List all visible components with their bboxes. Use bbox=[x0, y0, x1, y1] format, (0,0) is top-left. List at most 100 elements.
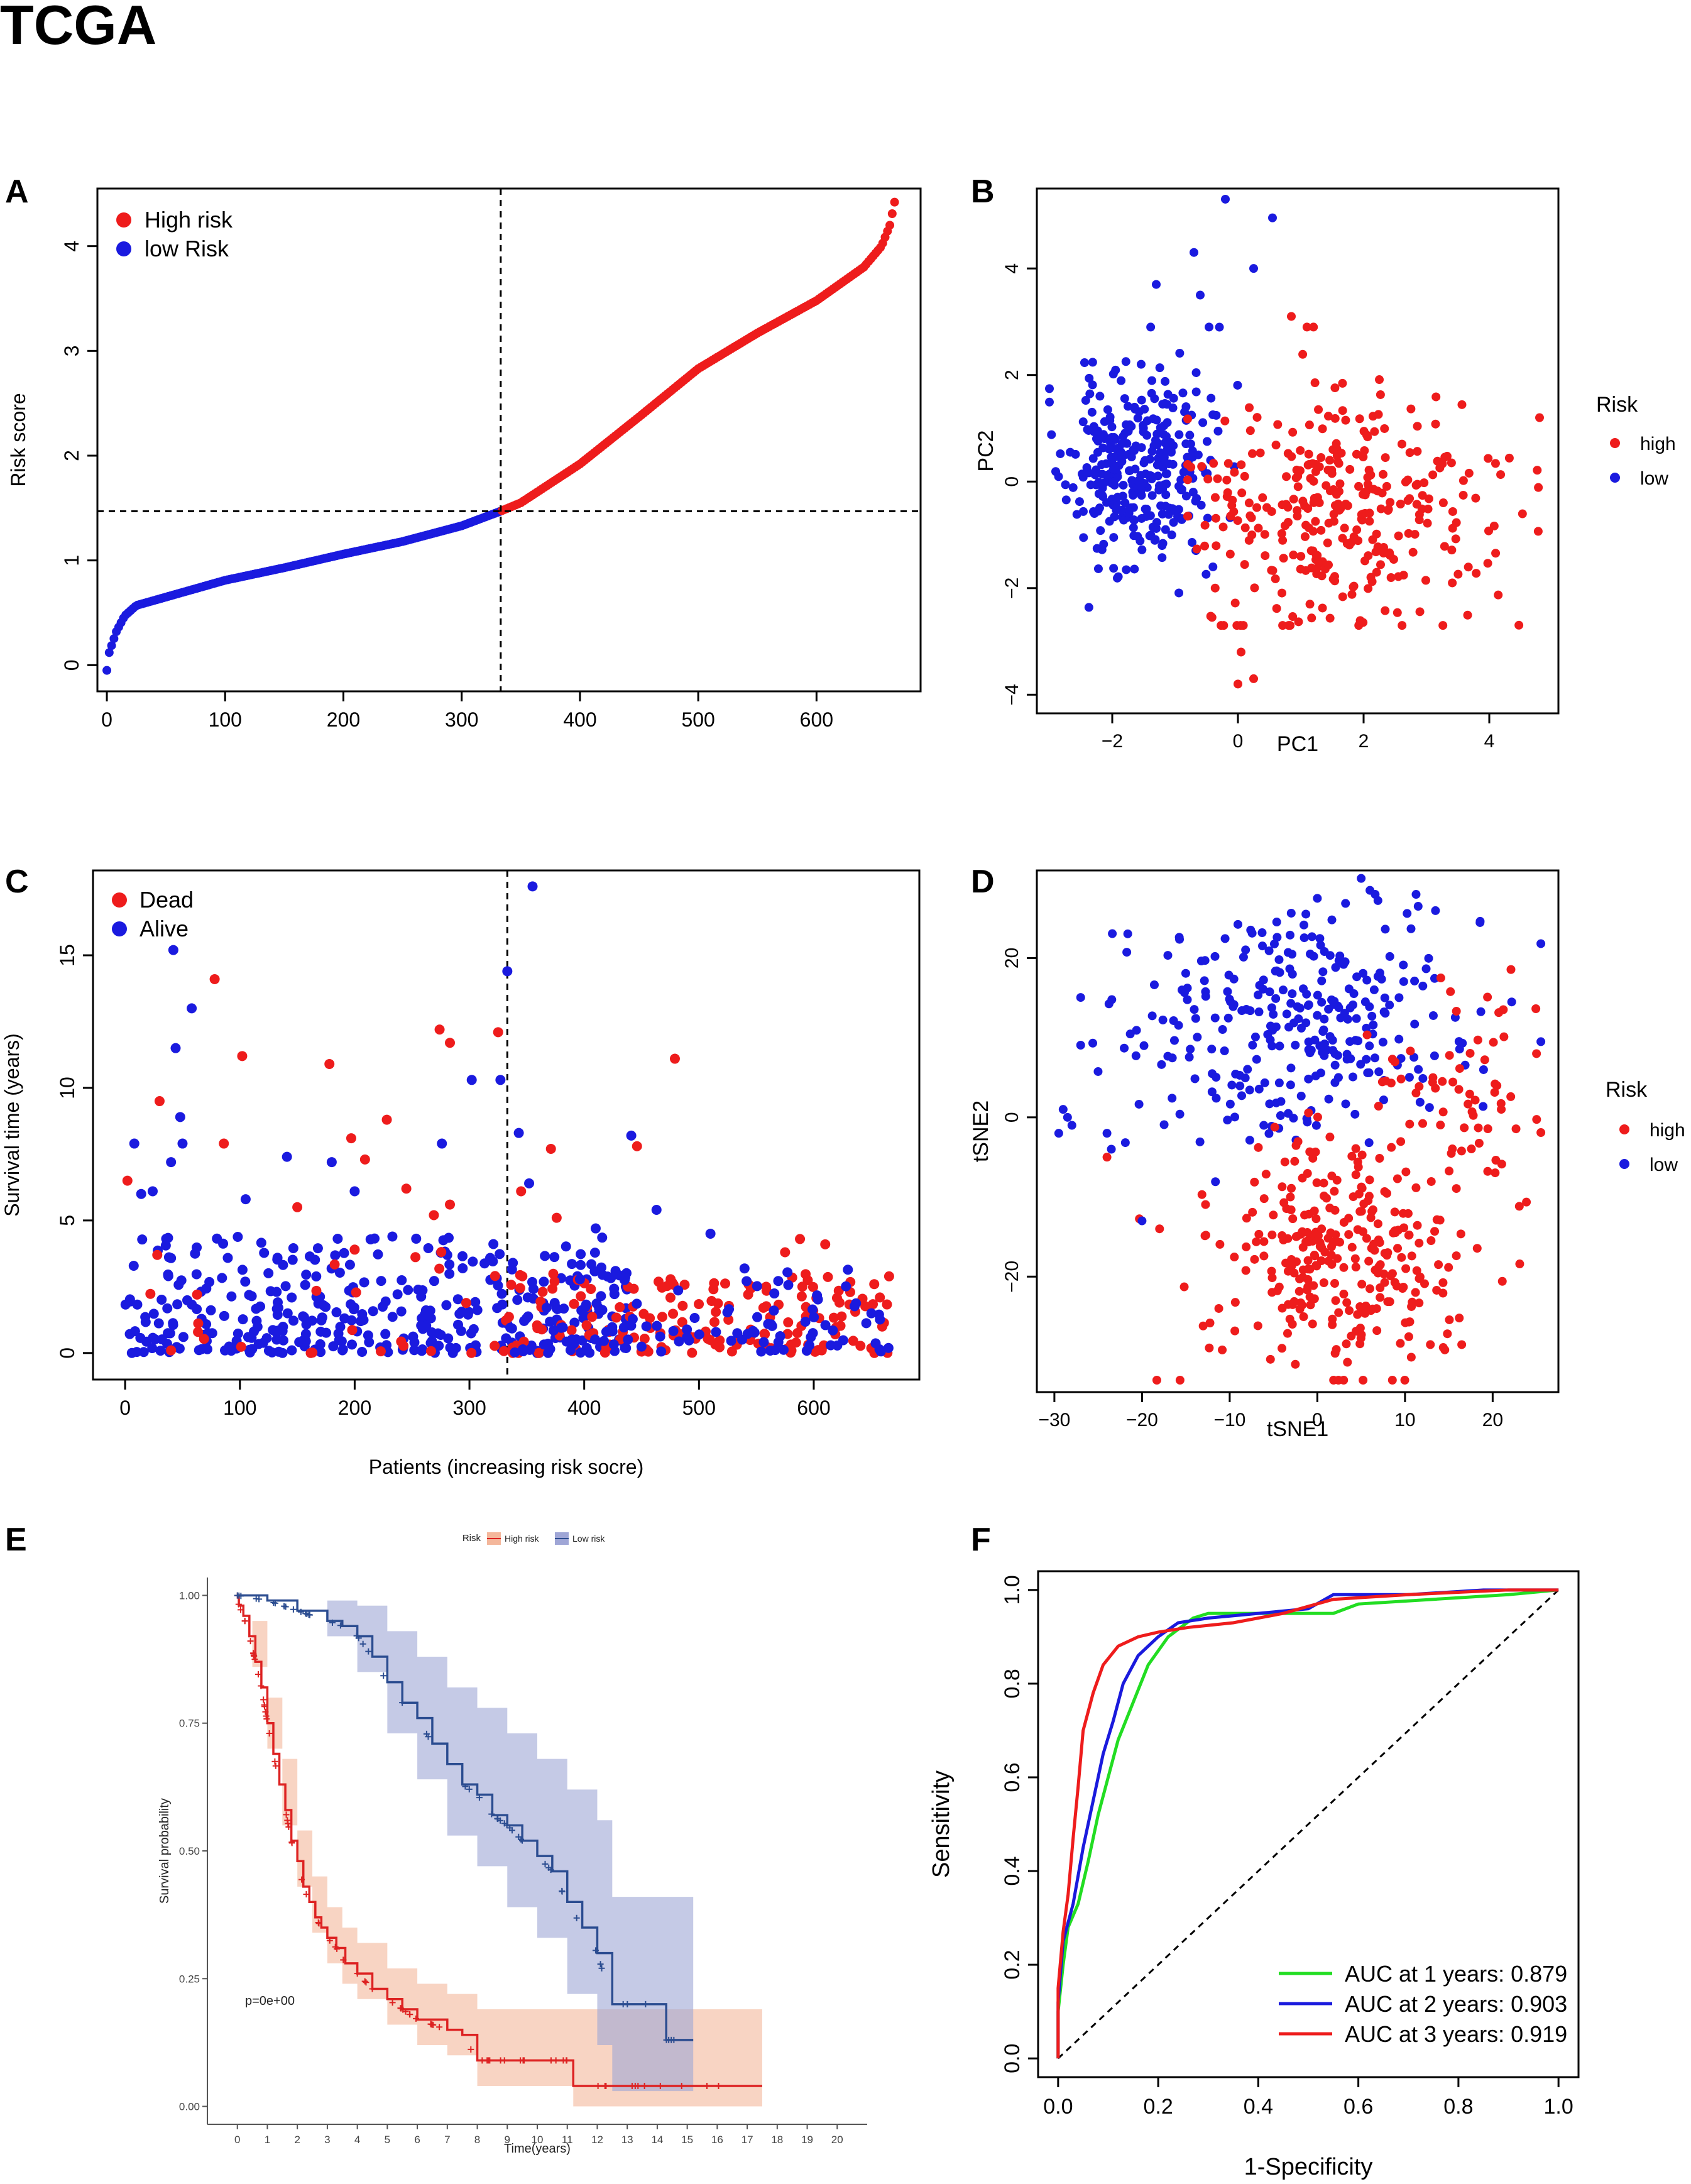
censor-mark bbox=[462, 1783, 469, 1790]
pca-point bbox=[1451, 534, 1460, 544]
risk-point bbox=[109, 634, 119, 644]
tsne-point bbox=[1426, 1236, 1436, 1246]
survival-point bbox=[566, 1325, 577, 1336]
censor-mark bbox=[503, 1821, 510, 1828]
pca-point bbox=[1424, 494, 1433, 503]
pca-point bbox=[1359, 618, 1368, 627]
pca-point bbox=[1152, 280, 1161, 289]
survival-point bbox=[263, 1268, 274, 1278]
tsne-point bbox=[1415, 1097, 1425, 1107]
tsne-point bbox=[1341, 1099, 1350, 1109]
pca-point bbox=[1360, 446, 1369, 455]
survival-point bbox=[318, 1300, 329, 1310]
survival-point bbox=[709, 1278, 720, 1288]
tsne-point bbox=[1318, 967, 1328, 977]
pca-point bbox=[1161, 490, 1171, 500]
pca-point bbox=[1136, 359, 1146, 369]
pca-point bbox=[1365, 508, 1374, 518]
pca-point bbox=[1045, 384, 1054, 393]
survival-point bbox=[396, 1336, 407, 1347]
x-tick-label: 5 bbox=[385, 2134, 390, 2146]
pca-point bbox=[1375, 375, 1384, 385]
pca-point bbox=[1139, 424, 1148, 433]
x-tick-label: 300 bbox=[445, 708, 478, 731]
survival-point bbox=[135, 1332, 146, 1343]
survival-point bbox=[516, 1186, 527, 1197]
pca-point bbox=[1210, 583, 1220, 593]
tsne-point bbox=[1446, 987, 1455, 996]
pca-point bbox=[1158, 539, 1168, 548]
survival-point bbox=[652, 1320, 662, 1331]
tsne-point bbox=[1387, 1375, 1397, 1385]
censor-mark bbox=[466, 1786, 473, 1792]
pca-point bbox=[1247, 513, 1256, 522]
tsne-point bbox=[1278, 1344, 1287, 1353]
tsne-point bbox=[1299, 984, 1308, 994]
survival-point bbox=[128, 1260, 139, 1271]
tsne-point bbox=[1237, 1091, 1246, 1100]
pca-point bbox=[1372, 568, 1381, 577]
pca-point bbox=[1261, 551, 1270, 561]
pca-point bbox=[1463, 610, 1472, 620]
survival-point bbox=[387, 1231, 398, 1242]
tsne-point bbox=[1286, 1192, 1295, 1202]
tsne-point bbox=[1311, 1214, 1321, 1224]
tsne-point bbox=[1131, 1051, 1141, 1060]
censor-mark bbox=[635, 2083, 642, 2090]
x-tick-label: 13 bbox=[621, 2134, 633, 2146]
survival-point bbox=[711, 1327, 721, 1337]
survival-point bbox=[315, 1339, 326, 1349]
survival-point bbox=[575, 1347, 586, 1358]
x-tick-label: 0.2 bbox=[1143, 2095, 1173, 2119]
survival-point bbox=[875, 1346, 886, 1357]
legend-marker bbox=[112, 921, 127, 936]
survival-point bbox=[828, 1325, 838, 1336]
tsne-point bbox=[1352, 972, 1362, 982]
legend-label: AUC at 3 years: 0.919 bbox=[1345, 2021, 1567, 2047]
survival-point bbox=[317, 1312, 327, 1323]
tsne-point bbox=[1306, 949, 1315, 958]
survival-point bbox=[797, 1281, 807, 1292]
pca-point bbox=[1408, 547, 1418, 557]
survival-point bbox=[684, 1335, 694, 1346]
tsne-point bbox=[1474, 1138, 1484, 1148]
tsne-point bbox=[1428, 1011, 1438, 1020]
panel-label: A bbox=[5, 173, 29, 210]
pca-point bbox=[1103, 405, 1112, 414]
survival-point bbox=[278, 1259, 288, 1270]
survival-point bbox=[682, 1324, 692, 1335]
tsne-point bbox=[1424, 953, 1433, 963]
tsne-point bbox=[1497, 1105, 1506, 1114]
tsne-point bbox=[1241, 1266, 1250, 1275]
survival-point bbox=[848, 1336, 858, 1346]
survival-point bbox=[166, 1253, 177, 1263]
legend-title: Risk bbox=[1606, 1078, 1648, 1102]
tsne-point bbox=[1355, 1302, 1365, 1311]
survival-point bbox=[445, 1199, 456, 1210]
tsne-point bbox=[1320, 1041, 1329, 1051]
pca-point bbox=[1452, 518, 1461, 527]
tsne-point bbox=[1168, 1094, 1177, 1103]
x-tick-label: −10 bbox=[1213, 1410, 1245, 1430]
pca-point bbox=[1364, 584, 1373, 593]
tsne-point bbox=[1522, 1197, 1531, 1207]
y-tick-label: 10 bbox=[56, 1077, 79, 1099]
survival-point bbox=[236, 1341, 246, 1352]
pca-point bbox=[1110, 464, 1119, 474]
tsne-point bbox=[1159, 1120, 1169, 1129]
y-tick-label: 0 bbox=[56, 1347, 79, 1359]
pca-point bbox=[1376, 504, 1386, 513]
survival-point bbox=[272, 1253, 283, 1263]
pca-point bbox=[1354, 481, 1364, 491]
pca-point bbox=[1362, 431, 1371, 440]
tsne-point bbox=[1344, 1230, 1354, 1239]
survival-point bbox=[619, 1275, 630, 1285]
pca-point bbox=[1110, 480, 1119, 490]
pca-point bbox=[1197, 462, 1207, 471]
survival-point bbox=[832, 1340, 843, 1351]
tsne-point bbox=[1536, 1128, 1546, 1138]
survival-point bbox=[170, 1043, 181, 1053]
survival-point bbox=[493, 1027, 503, 1038]
pca-point bbox=[1183, 414, 1192, 424]
tsne-point bbox=[1054, 1129, 1063, 1138]
